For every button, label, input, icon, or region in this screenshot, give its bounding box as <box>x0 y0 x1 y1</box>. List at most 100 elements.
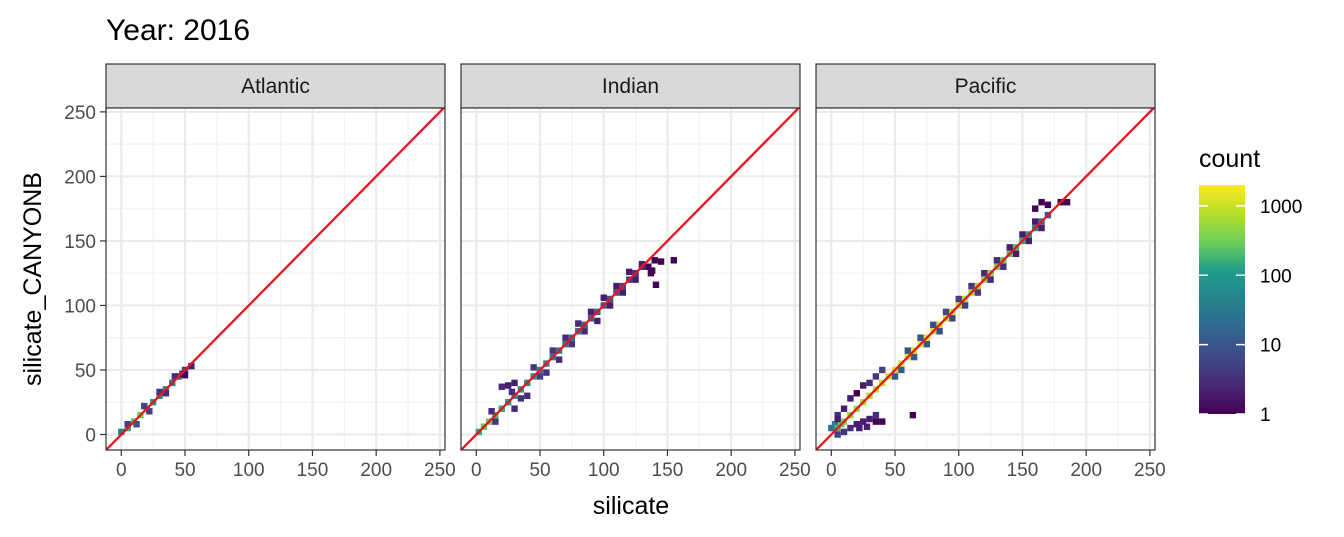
heatmap-bin <box>517 395 525 402</box>
reference-line <box>816 108 1155 450</box>
heatmap-bin <box>171 373 178 380</box>
facet-atlantic: Atlantic 0 50 100 150 200 250 0 50 100 150 200 250 <box>64 63 456 481</box>
x-tick-label: 100 <box>943 460 975 481</box>
heatmap-bin <box>133 420 140 428</box>
heatmap-bin <box>859 382 867 389</box>
heatmap-bin <box>866 415 873 423</box>
facet-indian: Indian 0 50 100 150 200 250 <box>460 63 811 481</box>
facet-strip-label: Indian <box>602 75 659 98</box>
heatmap-bin <box>549 347 556 354</box>
heatmap-bin <box>923 340 931 348</box>
heatmap-bin <box>834 411 841 419</box>
heatmap-bin <box>879 418 886 425</box>
y-tick-label: 250 <box>64 103 96 124</box>
heatmap-bin <box>1038 198 1045 206</box>
heatmap-bin <box>872 411 880 419</box>
heatmap-bin <box>581 328 588 335</box>
heatmap-bin <box>879 366 886 374</box>
y-tick-label: 200 <box>64 167 96 188</box>
heatmap-bin <box>872 418 880 425</box>
heatmap-bin <box>508 388 516 396</box>
heatmap-bin <box>146 408 153 415</box>
x-tick-label: 250 <box>1134 460 1166 481</box>
heatmap-bin <box>575 320 582 327</box>
x-tick-label: 150 <box>652 460 684 481</box>
heatmap-bin <box>974 289 982 296</box>
facet-pacific: Pacific 0 50 100 150 200 250 <box>815 63 1166 481</box>
heatmap-bin <box>156 388 163 396</box>
y-tick-label: 0 <box>85 426 96 447</box>
heatmap-bin <box>568 340 576 348</box>
x-tick-label: 150 <box>1007 460 1039 481</box>
heatmap-bin <box>645 263 652 270</box>
y-tick-label: 150 <box>64 232 96 253</box>
heatmap-bin <box>594 317 601 325</box>
heatmap-bin <box>530 364 537 371</box>
x-tick-label: 0 <box>826 460 837 481</box>
heatmap-bin <box>124 420 131 428</box>
heatmap-bin <box>488 408 495 415</box>
heatmap-bin <box>511 405 518 412</box>
heatmap-bin <box>504 382 512 389</box>
heatmap-bin <box>1038 224 1045 232</box>
legend-tick-label: 1 <box>1260 405 1271 426</box>
heatmap-bin <box>619 289 627 296</box>
heatmap-bin <box>853 420 860 428</box>
heatmap-bin <box>831 420 839 428</box>
x-tick-label: 0 <box>116 460 127 481</box>
chart-title: Year: 2016 <box>106 14 250 47</box>
heatmap-bin <box>555 356 563 363</box>
heatmap-bin <box>632 276 639 283</box>
heatmap-bin <box>524 392 531 400</box>
heatmap-bin <box>651 257 658 264</box>
heatmap-bin <box>834 431 841 438</box>
heatmap-bin <box>1012 250 1020 258</box>
panel-plot-area <box>816 108 1155 450</box>
heatmap-bin <box>891 373 899 380</box>
heatmap-bin <box>638 260 646 268</box>
heatmap-bin <box>847 395 854 402</box>
x-tick-label: 100 <box>588 460 620 481</box>
x-tick-label: 150 <box>297 460 329 481</box>
reference-line <box>461 108 800 450</box>
heatmap-bin <box>1025 237 1033 245</box>
heatmap-bin <box>853 389 860 397</box>
x-tick-label: 0 <box>471 460 482 481</box>
heatmap-bin <box>652 281 660 289</box>
panel-plot-area <box>461 108 800 450</box>
heatmap-bin <box>587 308 595 316</box>
heatmap-bin <box>118 428 125 436</box>
panel-border <box>815 107 1156 451</box>
heatmap-bin <box>1032 218 1039 225</box>
heatmap-bin <box>141 402 148 410</box>
heatmap-bin <box>1019 231 1026 238</box>
facet-strip <box>815 63 1156 109</box>
heatmap-bin <box>859 418 867 425</box>
x-tick-label: 50 <box>529 460 550 481</box>
heatmap-bin <box>949 315 956 322</box>
heatmap-bin <box>968 282 975 290</box>
legend-title: count <box>1199 145 1260 173</box>
heatmap-bin <box>987 276 994 283</box>
y-tick-label: 50 <box>75 361 96 382</box>
heatmap-bin <box>647 269 655 277</box>
heatmap-bin <box>866 379 873 387</box>
heatmap-bin <box>492 418 499 425</box>
heatmap-bin <box>1063 198 1071 206</box>
x-tick-label: 50 <box>174 460 195 481</box>
heatmap-bin <box>181 371 189 379</box>
heatmap-bin <box>606 302 614 309</box>
heatmap-bin <box>834 415 841 423</box>
legend-tick-label: 100 <box>1260 266 1292 287</box>
facet-strip-label: Pacific <box>955 75 1017 98</box>
heatmap-bin <box>1032 205 1039 212</box>
facet-strip <box>460 63 801 109</box>
legend-colorbar <box>1199 185 1245 414</box>
heatmap-bin <box>657 258 665 265</box>
legend-tick-label: 1000 <box>1260 197 1302 218</box>
heatmap-bin <box>840 405 848 412</box>
facet-strip-label: Atlantic <box>241 75 310 98</box>
heatmap-bin <box>670 257 678 264</box>
